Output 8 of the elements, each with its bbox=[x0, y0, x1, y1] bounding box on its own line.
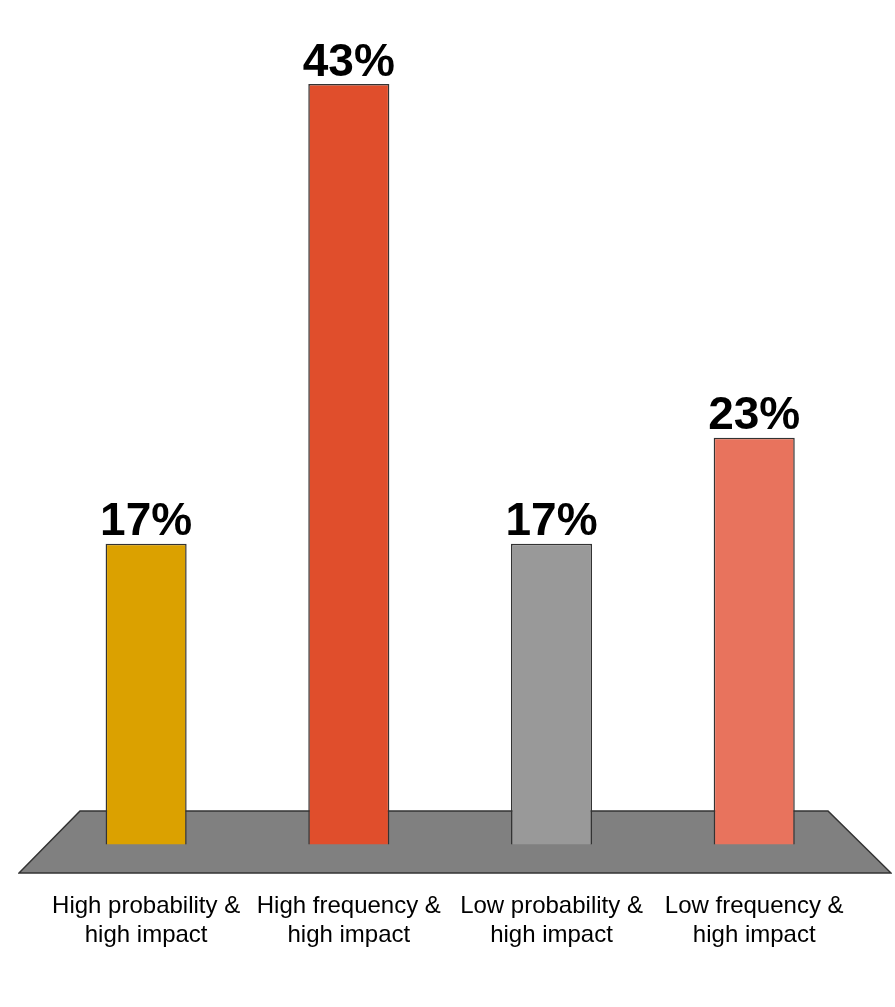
data-label: 17% bbox=[100, 493, 193, 546]
x-tick-label: High frequency & high impact bbox=[256, 891, 441, 948]
data-label: 23% bbox=[708, 387, 801, 440]
x-tick-label: Low probability & high impact bbox=[460, 891, 643, 948]
data-label: 17% bbox=[505, 493, 598, 546]
x-tick-label: Low frequency & high impact bbox=[664, 891, 844, 948]
data-label: 43% bbox=[302, 33, 395, 86]
x-tick-label: High probability & high impact bbox=[52, 891, 241, 948]
